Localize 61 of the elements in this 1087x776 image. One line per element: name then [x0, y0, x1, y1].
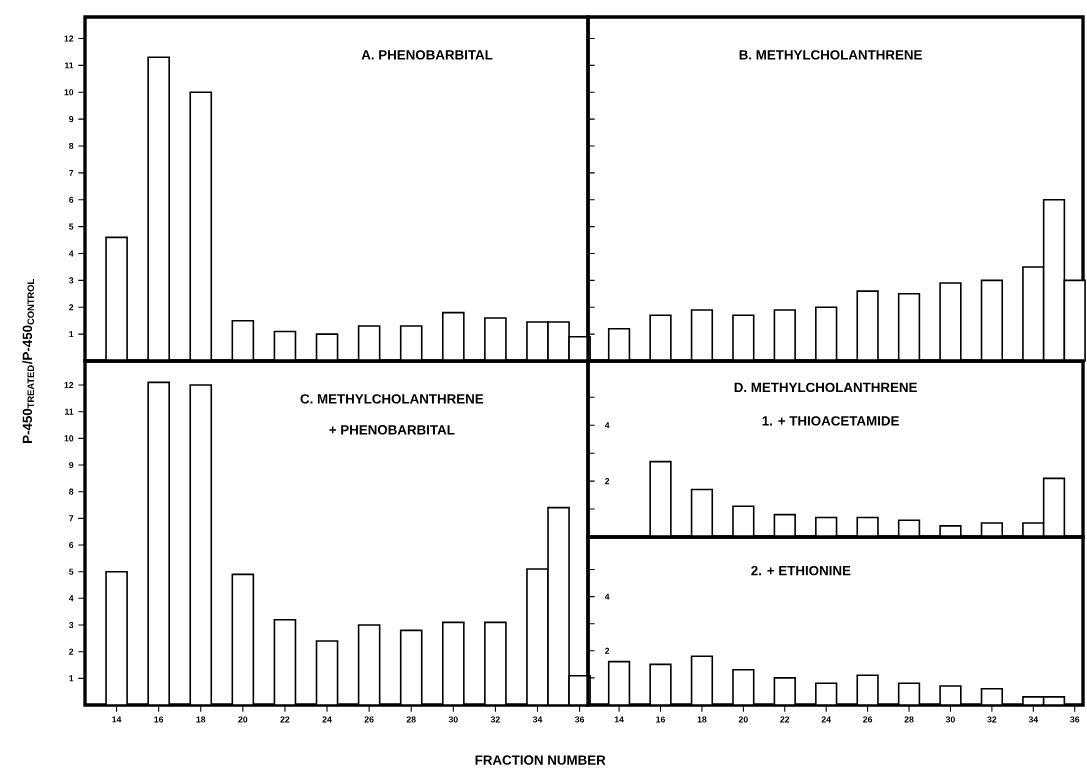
text: + PHENOBARBITAL	[329, 425, 455, 435]
text: 1. + THIOACETAMIDE	[762, 416, 899, 426]
y-tick-label: 5	[69, 223, 74, 230]
y-tick-label: 9	[69, 461, 74, 469]
x-tick-label: 16	[656, 716, 665, 723]
x-tick-label: 22	[780, 716, 790, 723]
y-tick-label: 10	[64, 89, 74, 96]
x-tick-label: 30	[448, 716, 458, 723]
y-tick-label: 4	[68, 250, 74, 257]
y-tick-label: 5	[69, 568, 74, 575]
x-tick-label: 26	[863, 716, 873, 723]
x-tick-label: 14	[614, 716, 624, 723]
x-tick-label: 28	[904, 716, 914, 723]
y-tick-label: 2	[69, 304, 74, 311]
y-tick-label: 6	[69, 196, 74, 203]
text: B. METHYLCHOLANTHRENE	[739, 50, 922, 60]
x-tick-label: 34	[1028, 716, 1039, 723]
x-tick-label: 32	[490, 716, 500, 723]
y-tick-label: 4	[604, 593, 610, 600]
x-tick-label: 20	[238, 716, 248, 723]
y-tick-label: 8	[69, 142, 74, 150]
y-tick-label: 1	[69, 675, 74, 682]
y-tick-label: 3	[69, 621, 74, 629]
x-tick-label: 18	[697, 716, 707, 723]
y-tick-label: 6	[69, 541, 74, 549]
text: C. METHYLCHOLANTHRENE	[300, 394, 484, 404]
x-tick-label: 16	[154, 716, 164, 723]
y-tick-label: 7	[69, 515, 74, 522]
y-tick-label: 4	[604, 422, 610, 429]
y-tick-label: 11	[65, 408, 74, 415]
x-tick-label: 32	[987, 716, 997, 723]
x-tick-label: 26	[364, 716, 374, 723]
x-tick-label: 28	[406, 716, 416, 723]
y-tick-label: 2	[605, 478, 610, 485]
x-tick-label: 34	[532, 716, 543, 723]
y-tick-label: 2	[69, 648, 74, 655]
y-tick-label: 12	[64, 35, 74, 42]
x-axis-title: FRACTION NUMBER	[475, 755, 606, 765]
x-tick-label: 30	[945, 716, 955, 723]
y-tick-label: 11	[65, 62, 74, 69]
y-tick-label: 9	[69, 116, 74, 123]
y-tick-label: 10	[64, 435, 74, 442]
x-tick-label: 24	[322, 716, 332, 723]
y-tick-label: 1	[69, 331, 74, 338]
x-tick-label: 14	[112, 716, 122, 723]
x-tick-label: 24	[821, 716, 831, 723]
x-tick-label: 22	[280, 716, 290, 723]
y-tick-label: 12	[64, 381, 74, 389]
x-tick-label: 20	[738, 716, 748, 723]
text: A. PHENOBARBITAL	[361, 50, 493, 60]
y-tick-label: 3	[69, 277, 74, 284]
text: D. METHYLCHOLANTHRENE	[734, 382, 917, 393]
y-axis-title: P-450$_{TREATED}$/P-450$_{CONTROL}$	[22, 279, 35, 443]
text: 2. + ETHIONINE	[751, 565, 851, 576]
x-tick-label: 18	[196, 716, 206, 723]
x-tick-label: 36	[1070, 716, 1080, 723]
y-tick-label: 7	[69, 169, 74, 176]
y-tick-label: 4	[68, 595, 74, 602]
y-tick-label: 8	[69, 488, 74, 495]
y-tick-label: 2	[605, 647, 610, 654]
x-tick-label: 36	[574, 716, 585, 723]
